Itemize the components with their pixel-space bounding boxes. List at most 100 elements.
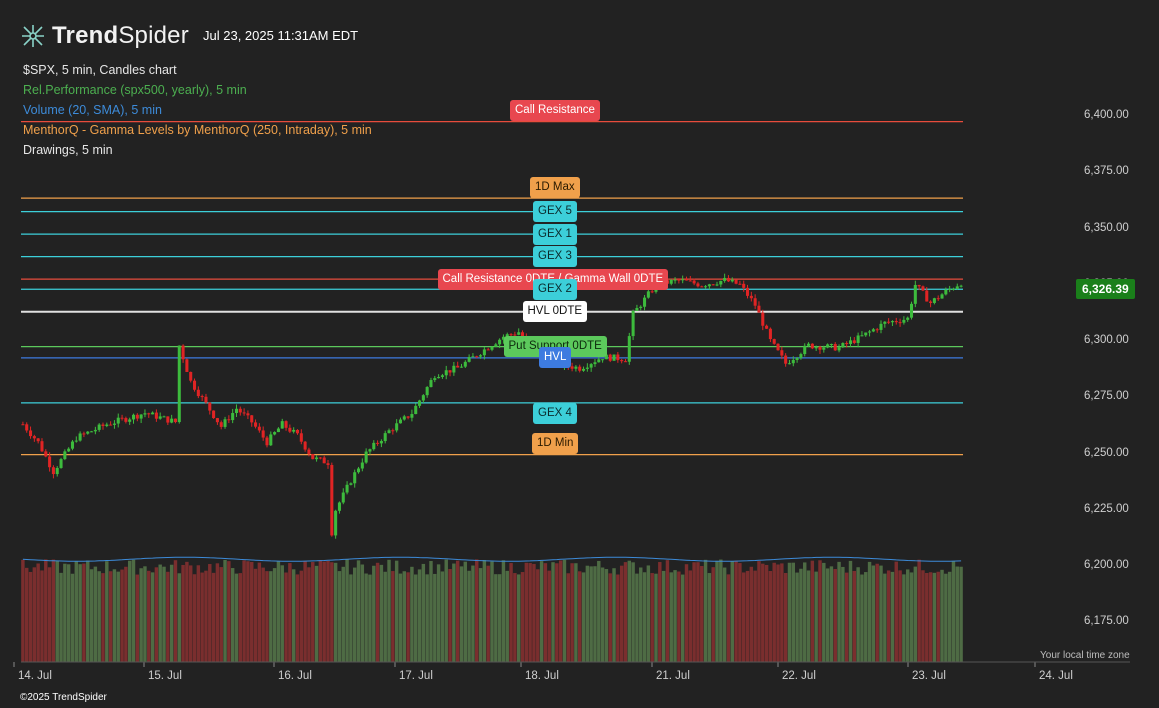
candle-body	[452, 365, 456, 373]
volume-bar	[127, 560, 132, 662]
volume-bar	[631, 562, 635, 662]
candle-body	[200, 396, 204, 398]
volume-bar	[738, 563, 742, 662]
candle-body	[215, 418, 219, 423]
legend-indicator-volume[interactable]: Volume (20, SMA), 5 min	[23, 103, 162, 117]
candle-body	[925, 290, 929, 302]
volume-bar	[28, 571, 33, 662]
volume-bar	[825, 568, 830, 662]
volume-bar	[597, 560, 601, 662]
candle-body	[238, 408, 242, 413]
volume-bar	[250, 561, 254, 662]
candle-body	[715, 284, 719, 286]
volume-bar	[47, 567, 52, 662]
timezone-label[interactable]: Your local time zone	[1040, 650, 1130, 661]
volume-bar	[795, 572, 799, 662]
level-tag[interactable]: GEX 1	[533, 223, 577, 245]
candle-body	[505, 334, 509, 337]
candle-body	[795, 357, 799, 360]
volume-bar	[265, 571, 269, 662]
volume-bar	[749, 566, 754, 662]
volume-bar	[299, 570, 304, 662]
level-tag[interactable]: 1D Max	[530, 176, 580, 198]
candle-body	[387, 430, 391, 434]
candle-body	[669, 279, 673, 284]
candle-body	[353, 472, 357, 484]
candle-body	[158, 416, 162, 419]
volume-bar	[627, 560, 632, 662]
level-tag[interactable]: GEX 2	[533, 278, 577, 300]
candle-body	[315, 457, 319, 460]
volume-bar	[555, 563, 559, 662]
candle-body	[604, 354, 608, 360]
volume-bar	[188, 565, 193, 662]
volume-bar	[70, 573, 75, 662]
candle-body	[231, 413, 235, 421]
candle-body	[646, 291, 650, 298]
volume-bar	[867, 561, 872, 662]
candle-body	[780, 350, 784, 356]
candle-body	[395, 423, 399, 431]
level-tag[interactable]: GEX 5	[533, 201, 577, 223]
candle-body	[757, 305, 761, 313]
level-tag[interactable]: Put Support 0DTE	[503, 336, 607, 358]
volume-bar	[661, 570, 666, 662]
candle-body	[299, 433, 303, 442]
candle-body	[829, 343, 833, 345]
candle-body	[86, 431, 90, 434]
volume-bar	[494, 574, 498, 662]
candle-body	[337, 502, 341, 511]
level-tag[interactable]: Call Resistance	[510, 100, 600, 122]
volume-bar	[471, 565, 475, 662]
candle-body	[90, 431, 94, 433]
volume-bar	[490, 561, 494, 662]
volume-bar	[272, 568, 277, 662]
legend-indicator-gamma-levels[interactable]: MenthorQ - Gamma Levels by MenthorQ (250…	[23, 123, 372, 137]
candle-body	[692, 280, 696, 284]
volume-bar	[642, 572, 647, 662]
volume-bar	[211, 572, 216, 662]
candle-body	[909, 303, 914, 318]
candle-body	[929, 301, 933, 303]
volume-bar	[173, 560, 178, 662]
volume-bar	[196, 565, 201, 662]
candle-body	[341, 492, 345, 503]
volume-bar	[97, 571, 101, 662]
volume-bar	[223, 559, 227, 662]
x-tick-label: 22. Jul	[782, 670, 816, 682]
candle-body	[730, 279, 734, 282]
legend-indicator-drawings[interactable]: Drawings, 5 min	[23, 143, 113, 157]
level-tag[interactable]: HVL	[539, 347, 572, 369]
candle-body	[791, 359, 795, 364]
volume-bar	[200, 572, 204, 662]
volume-bar	[32, 567, 37, 662]
candle-body	[269, 434, 273, 446]
legend-symbol[interactable]: $SPX, 5 min, Candles chart	[23, 63, 177, 77]
volume-bar	[791, 562, 796, 662]
legend-indicator-relperf[interactable]: Rel.Performance (spx500, yearly), 5 min	[23, 83, 247, 97]
candle-body	[292, 429, 296, 432]
candle-body	[486, 349, 490, 351]
volume-bar	[139, 568, 143, 662]
volume-bar	[383, 571, 387, 662]
level-tag[interactable]: 1D Min	[532, 433, 579, 455]
candle-body	[330, 465, 334, 536]
volume-bar	[257, 562, 262, 662]
candle-body	[349, 483, 353, 485]
candle-body	[921, 286, 925, 291]
x-tick-label: 16. Jul	[278, 670, 312, 682]
candle-body	[726, 277, 730, 282]
volume-bar	[352, 567, 357, 662]
candle-body	[112, 423, 116, 425]
candle-body	[623, 361, 628, 363]
level-tag[interactable]: GEX 4	[533, 403, 577, 425]
volume-bar	[78, 564, 82, 662]
candle-body	[177, 345, 181, 423]
level-tag[interactable]: GEX 3	[533, 246, 577, 268]
level-tag[interactable]: HVL 0DTE	[522, 301, 588, 323]
volume-bar	[387, 559, 391, 662]
volume-bar	[402, 571, 406, 662]
candle-body	[948, 288, 952, 290]
y-tick-label: 6,225.00	[1084, 502, 1129, 515]
